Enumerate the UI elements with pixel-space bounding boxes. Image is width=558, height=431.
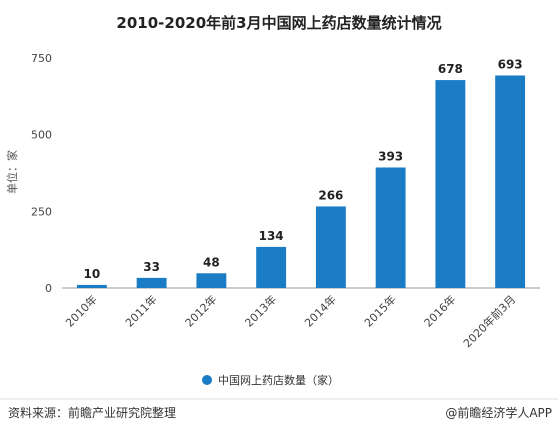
x-tick-label: 2015年 bbox=[361, 292, 398, 329]
y-tick-label: 0 bbox=[45, 282, 52, 295]
source-note: 资料来源：前瞻产业研究院整理 bbox=[8, 405, 176, 420]
bars-group bbox=[76, 75, 526, 288]
legend-swatch bbox=[202, 375, 212, 385]
data-label: 393 bbox=[378, 149, 403, 163]
x-tick-label: 2012年 bbox=[182, 292, 219, 329]
bar bbox=[495, 75, 526, 288]
y-axis: 0 250 500 750 bbox=[31, 52, 52, 295]
data-label: 48 bbox=[203, 255, 220, 269]
y-tick-label: 750 bbox=[31, 52, 52, 65]
y-tick-label: 500 bbox=[31, 129, 52, 142]
data-label: 678 bbox=[438, 62, 463, 76]
data-label: 266 bbox=[318, 188, 343, 202]
legend: 中国网上药店数量（家） bbox=[202, 373, 339, 387]
data-label: 33 bbox=[143, 260, 160, 274]
bar bbox=[375, 167, 406, 288]
bar bbox=[435, 80, 466, 288]
x-tick-label: 2010年 bbox=[63, 292, 100, 329]
bar bbox=[76, 284, 107, 288]
legend-label: 中国网上药店数量（家） bbox=[218, 373, 339, 387]
data-label: 134 bbox=[259, 229, 284, 243]
x-tick-label: 2020年前3月 bbox=[460, 292, 518, 350]
x-tick-label: 2013年 bbox=[242, 292, 279, 329]
data-labels-group: 10 33 48 134 266 393 678 693 bbox=[84, 57, 523, 280]
chart-title: 2010-2020年前3月中国网上药店数量统计情况 bbox=[116, 14, 441, 32]
x-axis: 2010年 2011年 2012年 2013年 2014年 2015年 2016年 2020年… bbox=[63, 292, 519, 350]
bar bbox=[315, 206, 346, 288]
data-label: 693 bbox=[498, 57, 523, 71]
bar bbox=[196, 273, 227, 288]
data-label: 10 bbox=[84, 267, 101, 281]
x-tick-label: 2011年 bbox=[122, 292, 159, 329]
y-tick-label: 250 bbox=[31, 205, 52, 218]
x-tick-label: 2014年 bbox=[302, 292, 339, 329]
x-tick-label: 2016年 bbox=[421, 292, 458, 329]
credit-note: @前瞻经济学人APP bbox=[445, 405, 552, 420]
bar bbox=[256, 246, 287, 288]
y-axis-label: 单位：家 bbox=[5, 150, 19, 194]
bar bbox=[136, 277, 167, 288]
